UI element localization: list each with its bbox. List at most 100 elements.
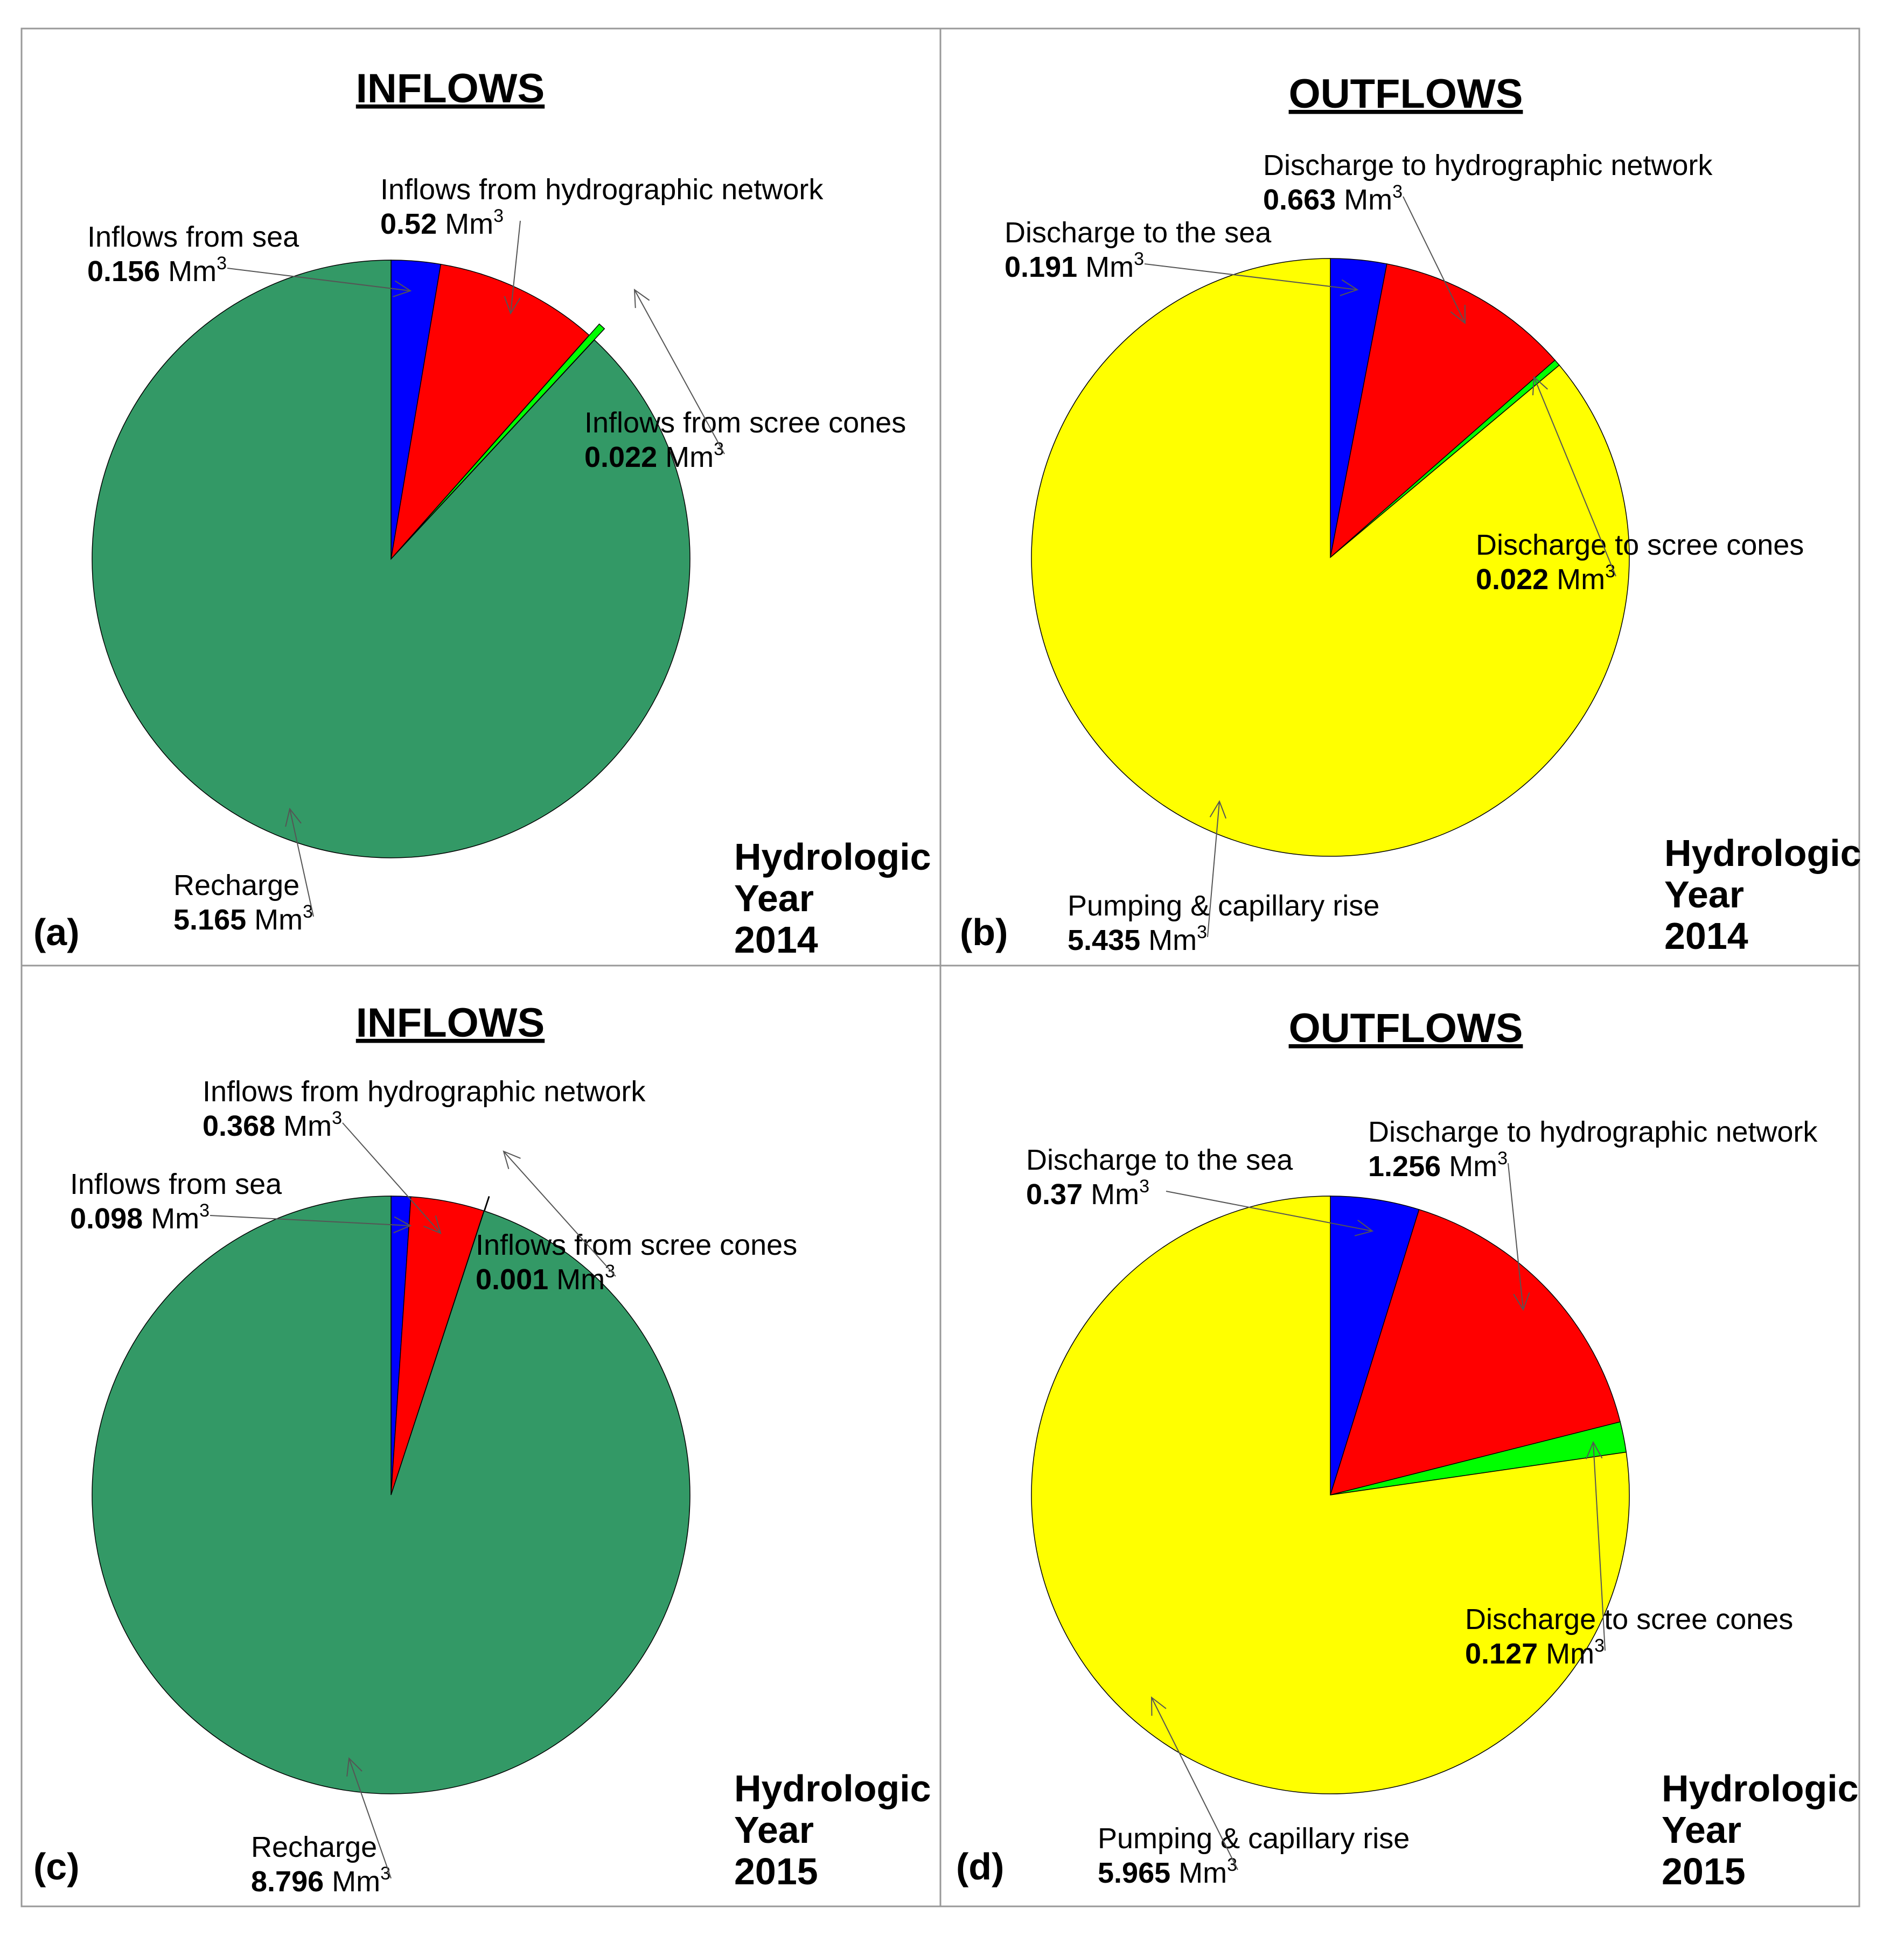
year-label-line: 2015 <box>1662 1850 1746 1892</box>
unit-text: Mm <box>1557 563 1605 596</box>
leader-arrowhead <box>503 1150 521 1169</box>
unit-text: Mm <box>1178 1857 1227 1889</box>
pie-slice-recharge <box>92 1196 691 1794</box>
leader-arrowhead <box>285 807 302 827</box>
slice-label-value: 5.165 Mm3 <box>173 901 313 936</box>
unit-exponent: 3 <box>1605 561 1615 582</box>
pie-slice-discharge-to-hydrographic-network <box>1329 1209 1621 1496</box>
unit-text: Mm <box>665 441 714 473</box>
leader-arrowhead <box>504 296 521 315</box>
panel-title: INFLOWS <box>356 66 545 111</box>
slice-label-value: 0.156 Mm3 <box>87 253 227 288</box>
unit-text: Mm <box>332 1865 380 1898</box>
slice-value-number: 0.098 <box>70 1203 151 1235</box>
leader-line <box>1593 1442 1606 1651</box>
unit-exponent: 3 <box>1134 249 1144 269</box>
slice-value-number: 5.435 <box>1068 924 1148 956</box>
leader-arrowhead <box>1513 1292 1530 1311</box>
slice-label-name: Discharge to scree cones <box>1465 1603 1793 1636</box>
leader-line <box>1508 1163 1524 1310</box>
slice-value-number: 0.022 <box>584 441 665 473</box>
panel-title: OUTFLOWS <box>1289 71 1523 117</box>
leader-arrowhead <box>633 288 650 309</box>
year-label-line: Year <box>1664 873 1744 915</box>
slice-value-number: 0.663 <box>1263 184 1344 216</box>
leader-arrowhead <box>1532 375 1548 395</box>
slice-label-value: 0.368 Mm3 <box>203 1108 342 1142</box>
slice-value-number: 0.52 <box>380 208 445 240</box>
panel-letter: (b) <box>960 911 1008 953</box>
unit-text: Mm <box>1091 1178 1139 1211</box>
leader-line <box>1151 1697 1238 1870</box>
unit-exponent: 3 <box>1227 1855 1237 1875</box>
pie-slice-discharge-to-hydrographic-network <box>1329 263 1556 559</box>
slice-value-number: 0.127 <box>1465 1638 1546 1670</box>
unit-text: Mm <box>556 1263 605 1296</box>
unit-text: Mm <box>1344 184 1392 216</box>
slice-label-value: 0.001 Mm3 <box>476 1261 615 1296</box>
slice-label-name: Discharge to hydrographic network <box>1263 149 1713 181</box>
leader-arrowhead <box>423 1215 442 1234</box>
year-label-line: 2014 <box>734 919 818 961</box>
unit-exponent: 3 <box>199 1200 210 1221</box>
unit-exponent: 3 <box>332 1108 342 1128</box>
unit-text: Mm <box>254 904 303 936</box>
leader-arrowhead <box>1354 1219 1374 1236</box>
slice-label-name: Inflows from sea <box>70 1168 282 1200</box>
unit-text: Mm <box>445 208 493 240</box>
slice-label-name: Pumping & capillary rise <box>1068 890 1379 922</box>
slice-label-value: 5.435 Mm3 <box>1068 922 1207 956</box>
leader-arrowhead <box>1586 1441 1603 1459</box>
leader-line <box>1166 1191 1373 1232</box>
year-label-line: Hydrologic <box>1662 1767 1859 1809</box>
panel-title: INFLOWS <box>356 1000 545 1046</box>
pie-slice-inflows-from-scree-cones <box>401 323 605 548</box>
unit-exponent: 3 <box>714 439 724 459</box>
unit-exponent: 3 <box>1497 1148 1508 1169</box>
panel-title: OUTFLOWS <box>1289 1005 1523 1051</box>
slice-value-number: 5.165 <box>173 904 254 936</box>
panel-letter: (d) <box>956 1846 1004 1888</box>
leader-line <box>1403 196 1466 324</box>
slice-label-value: 0.37 Mm3 <box>1026 1176 1149 1211</box>
slice-label-value: 0.098 Mm3 <box>70 1200 210 1235</box>
unit-text: Mm <box>1148 924 1197 956</box>
slice-label-value: 0.022 Mm3 <box>1476 561 1615 596</box>
unit-exponent: 3 <box>1197 922 1207 942</box>
slice-label-name: Inflows from hydrographic network <box>380 173 824 206</box>
leader-arrowhead <box>1340 279 1359 296</box>
slice-label-name: Recharge <box>251 1831 377 1863</box>
year-label-line: Year <box>734 877 814 919</box>
slice-label-name: Recharge <box>173 869 299 901</box>
year-label-line: 2014 <box>1664 915 1748 957</box>
leader-arrowhead <box>1150 1696 1167 1716</box>
unit-exponent: 3 <box>1392 181 1403 202</box>
year-label-line: 2015 <box>734 1850 818 1892</box>
unit-exponent: 3 <box>1139 1176 1149 1197</box>
leader-arrowhead <box>346 1757 362 1777</box>
slice-label-name: Discharge to scree cones <box>1476 529 1804 561</box>
pie-slice-inflows-from-hydrographic-network <box>390 263 590 561</box>
slice-label-value: 8.796 Mm3 <box>251 1863 390 1898</box>
panel-letter: (a) <box>33 911 80 953</box>
slice-label-value: 0.127 Mm3 <box>1465 1636 1605 1670</box>
slice-label-name: Discharge to the sea <box>1005 216 1272 249</box>
leader-line <box>348 1758 392 1879</box>
unit-text: Mm <box>1449 1150 1497 1183</box>
slice-label-value: 0.022 Mm3 <box>584 439 724 473</box>
leader-line <box>1207 801 1220 938</box>
slice-value-number: 0.156 <box>87 255 168 288</box>
slice-label-name: Discharge to the sea <box>1026 1144 1293 1176</box>
